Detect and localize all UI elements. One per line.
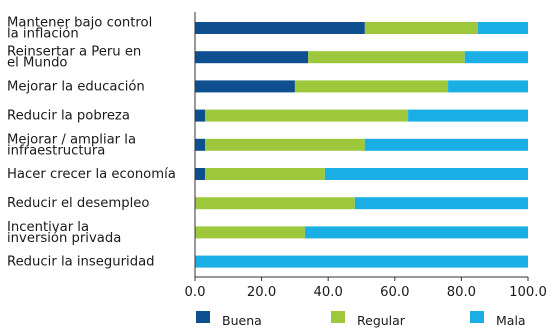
x-tick-label-3: 60.0: [380, 285, 409, 300]
bar-buena-0: [195, 22, 365, 34]
category-label-5-line-0: Hacer crecer la economía: [7, 166, 176, 182]
category-label-6-line-0: Reducir el desempleo: [7, 196, 149, 211]
category-label-2-line-0: Mejorar la educación: [7, 78, 145, 94]
bars-layer: [195, 22, 528, 268]
bar-regular-0: [364, 22, 479, 34]
bar-mala-3: [408, 109, 528, 122]
bar-buena-2: [195, 80, 295, 93]
category-label-7-line-1: inversión privada: [7, 230, 121, 246]
legend-swatch-regular: [331, 311, 345, 323]
legend-swatch-buena: [196, 311, 210, 323]
legend: Buena Regular Mala: [196, 311, 526, 328]
bar-mala-7: [304, 226, 528, 239]
x-tick-labels: 0.0 20.0 40.0 60.0 80.0 100.0: [185, 277, 547, 300]
bar-regular-4: [204, 138, 365, 151]
bar-mala-5: [324, 168, 528, 180]
bar-buena-5: [195, 168, 205, 180]
category-label-4-line-1: infraestructura: [7, 143, 105, 158]
bar-regular-7: [195, 226, 305, 239]
legend-swatch-mala: [470, 311, 484, 323]
category-label-4-line-0: Mejorar / ampliar la: [7, 132, 136, 147]
category-label-1-line-0: Reinsertar a Peru en: [7, 45, 141, 60]
x-tick-label-4: 80.0: [447, 285, 476, 300]
x-tick-label-2: 40.0: [314, 285, 343, 300]
x-tick-label-1: 20.0: [247, 285, 276, 300]
bar-buena-4: [195, 138, 205, 151]
category-label-0-line-1: la inflación: [7, 26, 79, 42]
bar-regular-5: [204, 168, 325, 180]
bar-regular-3: [204, 109, 409, 122]
bar-buena-1: [195, 51, 309, 64]
bar-mala-6: [354, 197, 528, 210]
legend-label-buena: Buena: [222, 313, 262, 328]
category-label-0-line-0: Mantener bajo control: [7, 16, 152, 31]
bar-regular-2: [294, 80, 449, 93]
bar-regular-1: [308, 51, 465, 64]
legend-label-mala: Mala: [496, 313, 526, 328]
bar-mala-4: [364, 138, 528, 151]
bar-mala-1: [464, 51, 528, 64]
category-label-3-line-0: Reducir la pobreza: [7, 109, 130, 124]
bar-regular-6: [195, 197, 355, 210]
x-tick-label-0: 0.0: [185, 285, 206, 300]
category-label-1-line-1: el Mundo: [7, 56, 68, 71]
x-tick-label-5: 100.0: [509, 285, 547, 300]
bar-mala-0: [478, 22, 528, 34]
bar-buena-3: [195, 109, 205, 122]
bar-mala-2: [448, 80, 528, 93]
bar-mala-8: [195, 255, 528, 268]
category-label-7-line-0: Incentivar la: [7, 220, 89, 235]
legend-label-regular: Regular: [357, 313, 406, 328]
category-label-8-line-0: Reducir la inseguridad: [7, 255, 155, 270]
